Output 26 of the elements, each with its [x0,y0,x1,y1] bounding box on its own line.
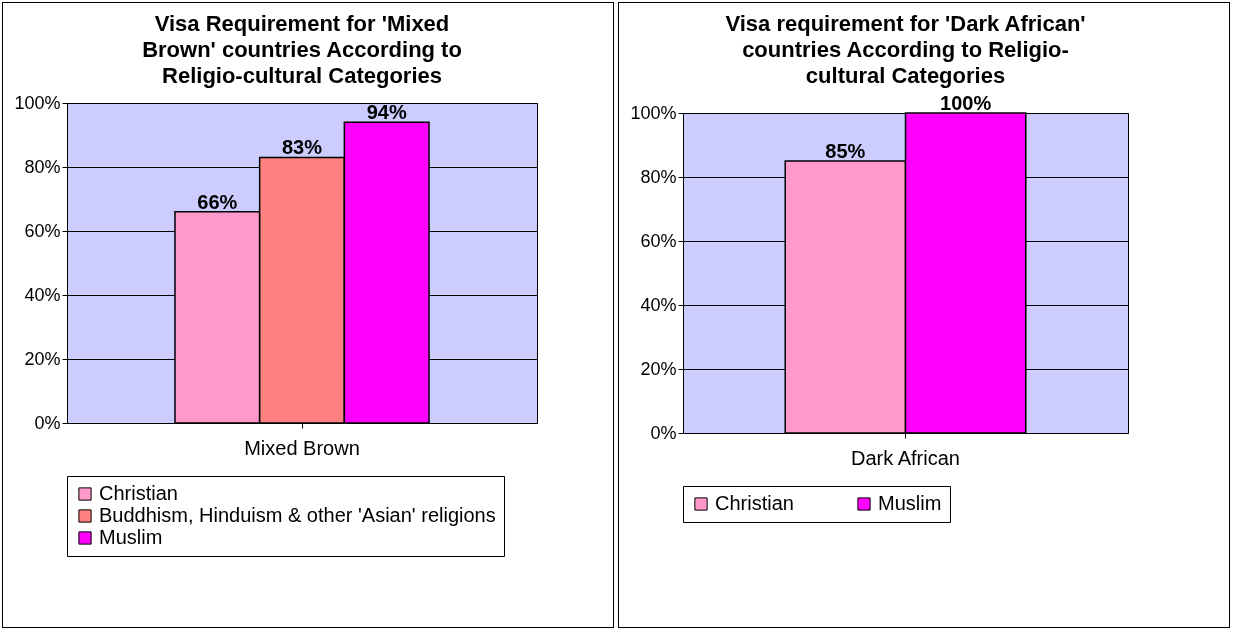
y-tick-label: 80% [640,166,677,187]
x-tick-label: Dark African [851,446,960,469]
y-tick-label: 0% [34,412,61,433]
legend-label: Muslim [99,526,163,548]
y-tick-label: 20% [24,348,61,369]
legend-label: Buddhism, Hinduism & other 'Asian' religions [99,504,496,526]
y-tick-label: 0% [650,422,677,443]
data-label: 100% [940,92,992,114]
y-tick-label: 100% [630,102,677,123]
y-tick-label: 100% [14,92,61,113]
y-tick-label: 60% [24,220,61,241]
chart-title: Visa Requirement for 'Mixed Brown' countries According to Religio-cultural Categories [142,11,462,88]
data-label: 83% [281,136,323,159]
data-label: 66% [197,190,238,213]
chart-title: Visa requirement for 'Dark African' countries According to Religio-cultural Categories [725,11,1086,88]
legend-label: Christian [99,482,178,504]
y-tick-label: 60% [640,230,677,251]
y-tick-label: 80% [24,156,61,177]
data-label: 85% [825,140,866,162]
y-tick-label: 20% [640,358,677,379]
y-tick-label: 40% [640,294,677,315]
data-label: 94% [366,101,407,124]
x-tick-label: Mixed Brown [244,436,360,459]
legend-label: Christian [715,492,794,514]
legend-label: Muslim [878,492,942,514]
y-tick-label: 40% [24,284,61,305]
